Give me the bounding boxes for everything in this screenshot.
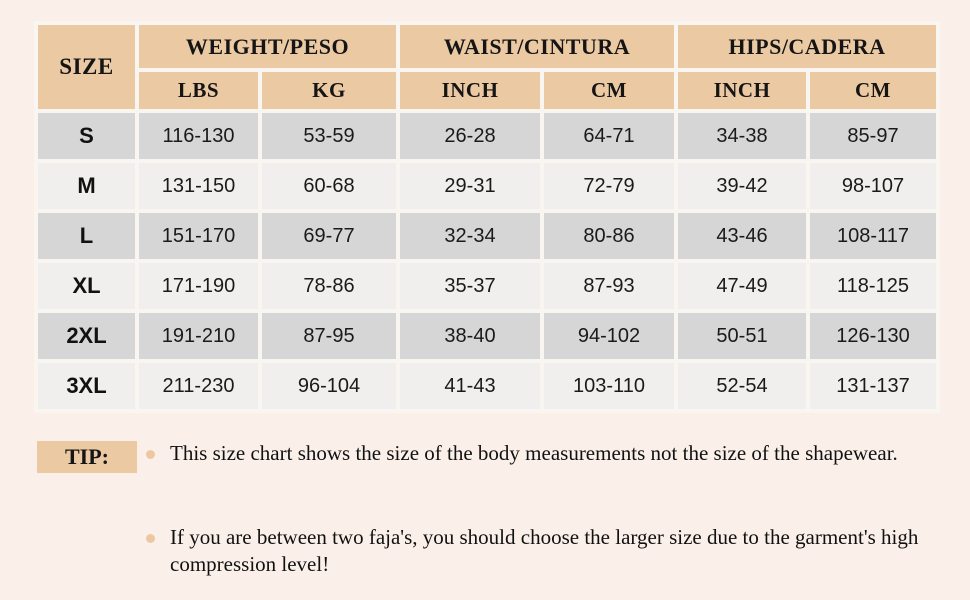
waist-inch-header: INCH: [400, 72, 540, 109]
tip-text-1: This size chart shows the size of the bo…: [170, 441, 898, 465]
cell-waist-cm: 80-86: [544, 213, 674, 259]
cell-weight-lbs: 211-230: [139, 363, 258, 409]
cell-hips-cm: 131-137: [810, 363, 937, 409]
cell-waist-cm: 72-79: [544, 163, 674, 209]
cell-hips-cm: 85-97: [810, 113, 937, 159]
cell-hips-inch: 39-42: [678, 163, 806, 209]
table-row-s: S 116-130 53-59 26-28 64-71 34-38 85-97: [38, 113, 937, 159]
cell-waist-cm: 87-93: [544, 263, 674, 309]
cell-weight-lbs: 151-170: [139, 213, 258, 259]
cell-weight-lbs: 131-150: [139, 163, 258, 209]
cell-weight-lbs: 191-210: [139, 313, 258, 359]
tip-item-1: This size chart shows the size of the bo…: [146, 440, 936, 467]
table-row-xl: XL 171-190 78-86 35-37 87-93 47-49 118-1…: [38, 263, 937, 309]
size-label: S: [38, 113, 135, 159]
cell-hips-cm: 108-117: [810, 213, 937, 259]
cell-weight-kg: 69-77: [262, 213, 396, 259]
cell-weight-kg: 96-104: [262, 363, 396, 409]
cell-waist-inch: 41-43: [400, 363, 540, 409]
cell-waist-cm: 94-102: [544, 313, 674, 359]
cell-weight-kg: 78-86: [262, 263, 396, 309]
waist-cm-header: CM: [544, 72, 674, 109]
cell-hips-cm: 118-125: [810, 263, 937, 309]
size-label: 2XL: [38, 313, 135, 359]
cell-weight-kg: 87-95: [262, 313, 396, 359]
waist-group-header: WAIST/CINTURA: [400, 25, 674, 68]
cell-waist-cm: 64-71: [544, 113, 674, 159]
hips-cm-header: CM: [810, 72, 937, 109]
size-label: M: [38, 163, 135, 209]
hips-inch-header: INCH: [678, 72, 806, 109]
cell-hips-inch: 43-46: [678, 213, 806, 259]
cell-hips-inch: 50-51: [678, 313, 806, 359]
cell-hips-inch: 52-54: [678, 363, 806, 409]
table-row-3xl: 3XL 211-230 96-104 41-43 103-110 52-54 1…: [38, 363, 937, 409]
table-row-l: L 151-170 69-77 32-34 80-86 43-46 108-11…: [38, 213, 937, 259]
cell-waist-inch: 26-28: [400, 113, 540, 159]
cell-hips-inch: 47-49: [678, 263, 806, 309]
tip-text-2: If you are between two faja's, you shoul…: [170, 525, 919, 576]
size-chart-table: SIZE WEIGHT/PESO WAIST/CINTURA HIPS/CADE…: [34, 21, 941, 413]
cell-waist-inch: 32-34: [400, 213, 540, 259]
weight-lbs-header: LBS: [139, 72, 258, 109]
bullet-icon: [146, 450, 155, 459]
cell-weight-kg: 53-59: [262, 113, 396, 159]
cell-weight-lbs: 116-130: [139, 113, 258, 159]
bullet-icon: [146, 534, 155, 543]
size-label: 3XL: [38, 363, 135, 409]
cell-waist-cm: 103-110: [544, 363, 674, 409]
table-row-m: M 131-150 60-68 29-31 72-79 39-42 98-107: [38, 163, 937, 209]
size-label: XL: [38, 263, 135, 309]
cell-waist-inch: 29-31: [400, 163, 540, 209]
weight-kg-header: KG: [262, 72, 396, 109]
weight-group-header: WEIGHT/PESO: [139, 25, 396, 68]
cell-waist-inch: 35-37: [400, 263, 540, 309]
tip-label: TIP:: [37, 441, 137, 473]
cell-waist-inch: 38-40: [400, 313, 540, 359]
cell-hips-inch: 34-38: [678, 113, 806, 159]
hips-group-header: HIPS/CADERA: [678, 25, 937, 68]
tip-item-2: If you are between two faja's, you shoul…: [146, 524, 936, 578]
cell-hips-cm: 98-107: [810, 163, 937, 209]
cell-hips-cm: 126-130: [810, 313, 937, 359]
cell-weight-kg: 60-68: [262, 163, 396, 209]
size-column-header: SIZE: [38, 25, 135, 109]
size-label: L: [38, 213, 135, 259]
cell-weight-lbs: 171-190: [139, 263, 258, 309]
table-row-2xl: 2XL 191-210 87-95 38-40 94-102 50-51 126…: [38, 313, 937, 359]
